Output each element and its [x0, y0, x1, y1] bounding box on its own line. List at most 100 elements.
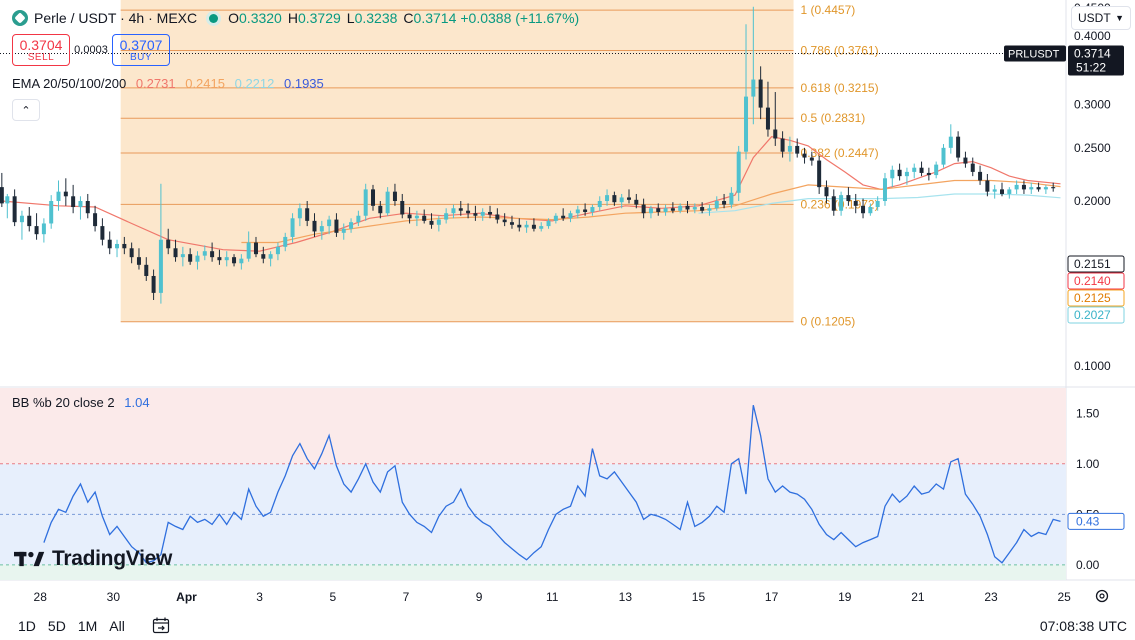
candle [144, 257, 149, 281]
candle [882, 172, 887, 206]
candle [722, 193, 727, 209]
candle-body [93, 213, 98, 227]
timeframe-all[interactable]: All [109, 618, 125, 634]
candle [861, 198, 866, 219]
bb-value: 1.04 [124, 395, 150, 410]
chevron-up-icon: ⌃ [21, 104, 31, 117]
candle-body [897, 169, 902, 177]
sell-button[interactable]: 0.3704 SELL [12, 34, 70, 66]
candle [685, 201, 690, 214]
candle-body [612, 195, 617, 203]
candle-body [670, 208, 675, 211]
calendar-range-icon[interactable] [152, 616, 170, 634]
candle [327, 215, 332, 235]
candle-body [722, 201, 727, 205]
candle [1029, 182, 1034, 194]
sell-label: SELL [27, 51, 55, 63]
candle [334, 213, 339, 237]
candle-body [400, 201, 405, 215]
candle-body [539, 226, 544, 229]
candle [495, 208, 500, 224]
candle-body [19, 215, 24, 223]
tradingview-logo: TradingView [14, 547, 172, 571]
candle [590, 204, 595, 216]
candle [41, 218, 46, 243]
bb-overbought-zone [0, 388, 1066, 464]
candle-body [349, 222, 354, 229]
ema50-value: 0.2415 [185, 76, 225, 91]
candle-body [890, 169, 895, 179]
candle [531, 218, 536, 232]
x-tick-label: 25 [1057, 590, 1071, 604]
buy-price: 0.3707 [119, 36, 163, 53]
candle [27, 207, 32, 232]
y-tick-label: 0.1000 [1074, 359, 1111, 373]
candle-body [678, 205, 683, 211]
candle-body [546, 220, 551, 227]
candle [0, 172, 4, 208]
candle [809, 151, 814, 166]
candle-body [648, 208, 653, 214]
candle-body [297, 208, 302, 219]
candle [363, 183, 368, 221]
timeframe-1d[interactable]: 1D [18, 618, 36, 634]
y-tick-label: 0.4000 [1074, 29, 1111, 43]
bb-label: BB %b 20 close 2 [12, 395, 115, 410]
candle-body [56, 191, 61, 202]
candle [553, 213, 558, 224]
ema-legend[interactable]: EMA 20/50/100/200 0.2731 0.2415 0.2212 0… [12, 76, 330, 91]
timeframe-5d[interactable]: 5D [47, 618, 66, 634]
candle [619, 193, 624, 209]
ema-line [698, 193, 1061, 214]
candle-body [904, 171, 909, 177]
candle-body [846, 195, 851, 202]
candle [663, 204, 668, 216]
y-tick-label: 0.2000 [1074, 194, 1111, 208]
candle [93, 205, 98, 232]
bb-value-tag-label: 0.43 [1076, 514, 1100, 528]
candle-body [861, 205, 866, 214]
candle [846, 187, 851, 206]
symbol-title[interactable]: Perle / USDT · 4h · MEXC [34, 10, 198, 26]
current-price-tag-label: 0.3714 [1074, 47, 1111, 61]
timeframe-1m[interactable]: 1M [77, 618, 98, 634]
candle-body [136, 257, 141, 265]
candle [444, 208, 449, 224]
gear-ring [1095, 589, 1109, 603]
gear-hub [1099, 593, 1105, 599]
candle [897, 163, 902, 181]
candle [246, 231, 251, 262]
bb-y-tick-label: 1.50 [1076, 406, 1100, 420]
candle [239, 254, 244, 270]
candle-body [195, 255, 200, 262]
candle [831, 189, 836, 216]
buy-button[interactable]: 0.3707 BUY [112, 34, 170, 66]
candle [992, 184, 997, 199]
bb-legend[interactable]: BB %b 20 close 2 1.04 [12, 395, 150, 410]
candle-body [480, 211, 485, 216]
trade-panel: 0.3704 SELL 0.0003 0.3707 BUY [12, 34, 170, 66]
x-tick-label: 11 [546, 590, 559, 604]
candle-body [495, 214, 500, 220]
candle [56, 180, 61, 211]
candle [502, 213, 507, 227]
price-chart[interactable]: 1 (0.4457) 0.786 (0.3761) 0.618 (0.3215) 0.… [0, 0, 1135, 612]
y-tick-label: 0.2500 [1074, 141, 1111, 155]
candle-body [963, 157, 968, 164]
candle [349, 218, 354, 233]
candle-body [956, 136, 961, 158]
x-tick-label: 28 [34, 590, 48, 604]
symbol-header: Perle / USDT · 4h · MEXC O 0.3320 H 0.3729… [12, 8, 579, 28]
candle-body [107, 239, 112, 249]
currency-select[interactable]: USDT ▼ [1071, 6, 1131, 30]
candle-body [517, 224, 522, 228]
candle-body [378, 205, 383, 214]
gear-icon[interactable] [1095, 589, 1109, 603]
candle [224, 251, 229, 267]
collapse-legend-button[interactable]: ⌃ [12, 99, 40, 121]
candle-body [985, 180, 990, 192]
candle [151, 269, 156, 300]
candle-body [232, 257, 237, 264]
candle [341, 223, 346, 240]
candle-body [1000, 189, 1005, 194]
